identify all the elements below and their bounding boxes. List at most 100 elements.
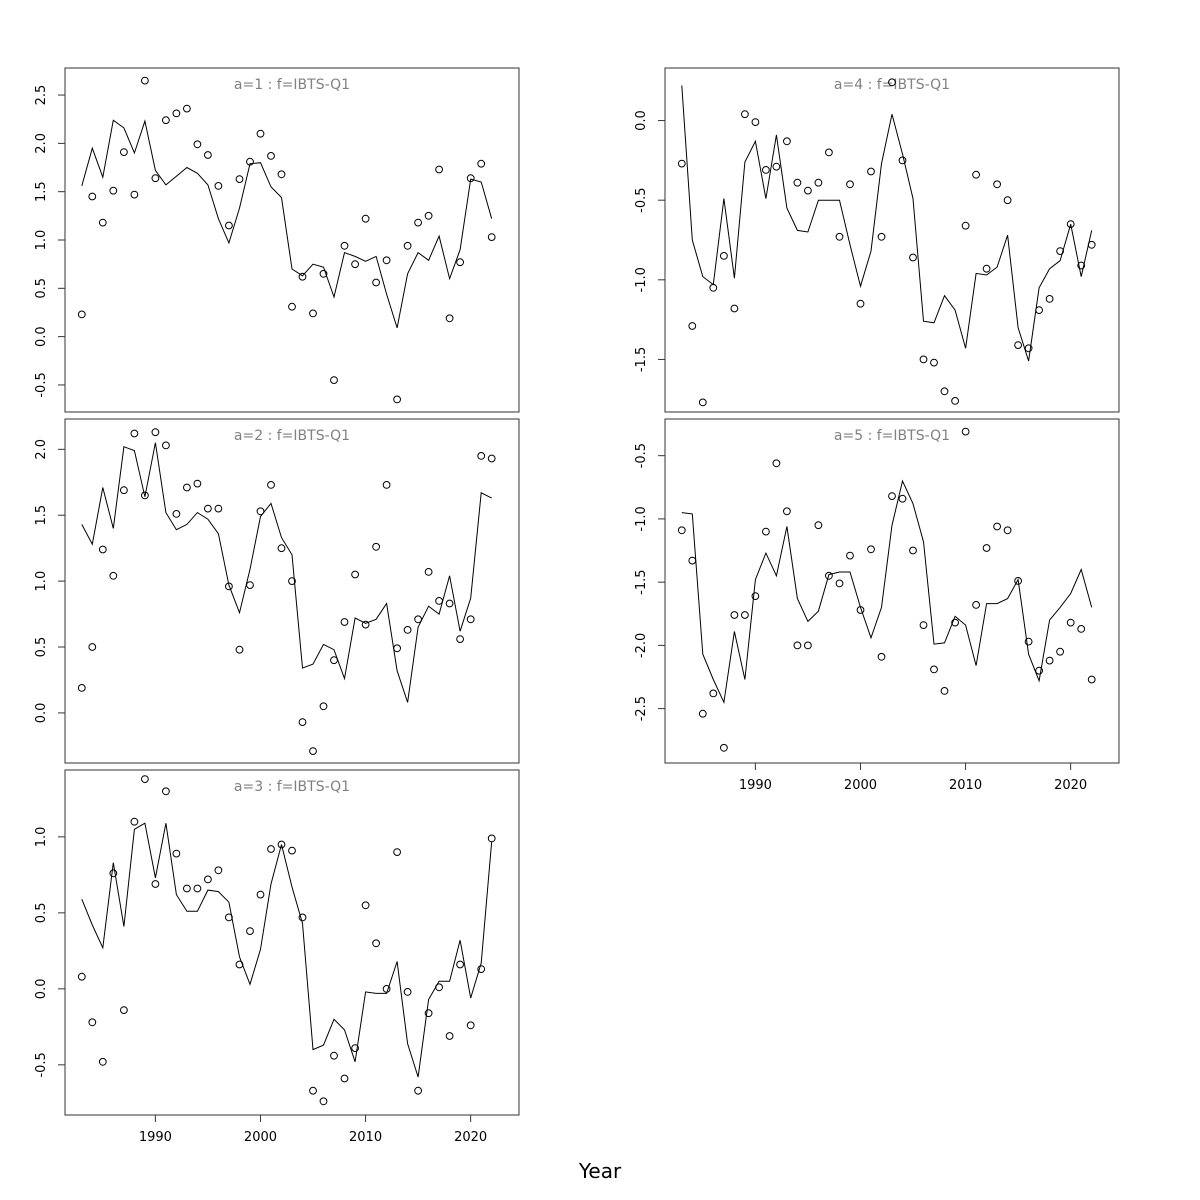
observed-point (730, 611, 739, 619)
observed-point (982, 544, 991, 552)
observed-point (424, 211, 433, 220)
observed-point (130, 817, 139, 826)
y-tick-label: -0.5 (634, 443, 649, 468)
observed-point (730, 304, 739, 313)
observed-point (214, 504, 223, 513)
x-tick-label: 2010 (949, 778, 982, 793)
observed-point (888, 492, 896, 501)
x-tick-label: 2020 (1054, 778, 1087, 793)
observed-point (972, 170, 980, 179)
observed-point (1056, 247, 1064, 256)
observed-point (909, 253, 917, 262)
observed-point (183, 104, 191, 113)
observed-point (898, 156, 907, 165)
observed-point (940, 387, 949, 396)
plot-frame (664, 418, 1120, 764)
panel-title: a=1 : f=IBTS-Q1 (234, 77, 350, 93)
observed-point (445, 314, 454, 323)
observed-point (393, 395, 402, 404)
observed-point (867, 545, 875, 554)
observed-point (361, 620, 370, 629)
observed-point (1066, 220, 1075, 229)
y-tick-label: 1.5 (34, 181, 49, 202)
fitted-line (81, 442, 492, 703)
observed-point (835, 579, 844, 588)
observed-point (403, 626, 412, 634)
observed-point (688, 322, 697, 330)
observed-point (477, 965, 486, 973)
observed-point (235, 175, 244, 184)
observed-point (393, 848, 402, 856)
observed-point (1056, 647, 1064, 656)
observed-point (88, 1018, 97, 1027)
fitted-line (681, 479, 1093, 705)
observed-point (1024, 637, 1033, 646)
y-tick-label: 1.0 (34, 827, 49, 848)
observed-point (414, 218, 423, 227)
x-tick-label: 2000 (244, 1130, 277, 1145)
observed-point (762, 527, 770, 536)
observed-point (709, 689, 718, 698)
observed-point (267, 481, 275, 489)
observed-point (1087, 675, 1096, 684)
y-tick-label: -1.5 (634, 569, 649, 594)
observed-point (183, 884, 191, 893)
observed-point (741, 110, 749, 119)
observed-point (130, 190, 139, 199)
observed-point (330, 656, 338, 665)
panel-3: a=3 : f=IBTS-Q1 -0.5 0.0 0.5 1.0 1990 2000 2010… (34, 769, 520, 1145)
x-tick-label: 2010 (349, 1130, 382, 1145)
observed-point (277, 544, 286, 553)
observed-point (993, 522, 1001, 531)
observed-point (751, 592, 760, 600)
observed-point (193, 140, 202, 149)
y-tick-label: 1.0 (34, 230, 49, 251)
observed-point (403, 241, 412, 250)
observed-point (98, 1057, 107, 1066)
observed-point (340, 241, 349, 250)
panel-title: a=5 : f=IBTS-Q1 (834, 428, 950, 444)
observed-point (772, 459, 781, 468)
observed-point (762, 166, 770, 174)
observed-point (961, 221, 970, 230)
observed-point (298, 913, 307, 922)
observed-point (951, 618, 959, 627)
observed-point (382, 256, 391, 265)
observed-point (120, 486, 128, 495)
observed-point (741, 611, 749, 619)
observed-point (709, 283, 718, 292)
y-tick-label: 0.0 (34, 326, 49, 347)
observed-point (204, 151, 212, 159)
observed-point (898, 494, 907, 503)
observed-point (130, 429, 139, 438)
observed-point (1035, 666, 1043, 675)
observed-point (804, 641, 812, 650)
x-tick-label: 2000 (844, 778, 877, 793)
observed-point (919, 355, 928, 364)
observed-point (256, 507, 265, 516)
observed-point (193, 479, 202, 488)
observed-point (204, 504, 212, 513)
observed-point (267, 845, 275, 853)
plot-frame (64, 769, 520, 1116)
observed-point (267, 152, 275, 160)
observed-point (372, 939, 381, 948)
x-tick-label: 1990 (739, 778, 772, 793)
observed-point (172, 510, 181, 518)
observed-point (162, 441, 170, 450)
observed-point (1014, 577, 1022, 585)
y-tick-label: -0.5 (34, 1052, 49, 1077)
y-tick-label: 2.5 (34, 85, 49, 106)
observed-point (109, 571, 118, 580)
observed-point (98, 545, 107, 554)
observed-point (98, 218, 107, 227)
panel-4: a=4 : f=IBTS-Q1 -1.5 -1.0 -0.5 0.0 (634, 67, 1120, 413)
observed-point (487, 233, 496, 242)
observed-point (256, 129, 265, 138)
observed-point (256, 890, 265, 899)
observed-point (961, 427, 970, 436)
observed-point (477, 159, 486, 168)
observed-point (1014, 341, 1022, 350)
observed-point (340, 1074, 349, 1083)
observed-point (204, 875, 212, 884)
